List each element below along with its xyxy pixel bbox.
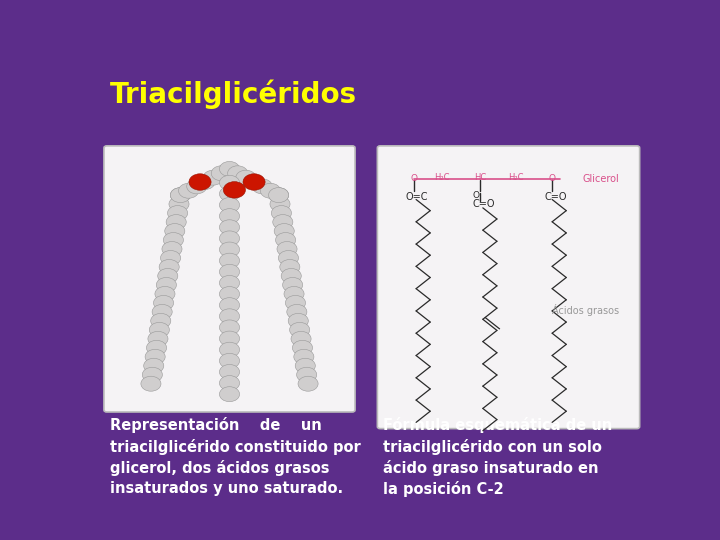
Text: O: O <box>549 174 556 183</box>
Circle shape <box>168 206 188 220</box>
Circle shape <box>285 295 305 310</box>
Circle shape <box>295 358 315 373</box>
Circle shape <box>145 349 165 364</box>
Circle shape <box>236 170 256 185</box>
Circle shape <box>284 286 304 301</box>
Circle shape <box>149 322 169 338</box>
Circle shape <box>220 320 240 335</box>
Circle shape <box>220 231 240 246</box>
Circle shape <box>220 242 240 257</box>
Circle shape <box>297 367 317 382</box>
Circle shape <box>220 298 240 313</box>
Text: Triacilglicéridos: Triacilglicéridos <box>109 79 356 109</box>
Circle shape <box>158 268 178 284</box>
Circle shape <box>179 183 199 198</box>
Circle shape <box>282 278 302 292</box>
Circle shape <box>220 387 240 402</box>
Circle shape <box>171 187 191 202</box>
FancyBboxPatch shape <box>104 146 355 412</box>
Circle shape <box>148 332 168 346</box>
Circle shape <box>186 179 207 194</box>
Text: C=O: C=O <box>544 192 567 202</box>
Circle shape <box>223 181 246 198</box>
Circle shape <box>220 253 240 268</box>
Circle shape <box>220 186 240 201</box>
Circle shape <box>287 305 307 319</box>
Circle shape <box>166 214 186 230</box>
Circle shape <box>189 174 211 190</box>
Circle shape <box>273 214 293 230</box>
Circle shape <box>274 224 294 239</box>
Text: H₂C: H₂C <box>508 173 524 182</box>
Circle shape <box>220 353 240 368</box>
Circle shape <box>220 275 240 291</box>
Circle shape <box>279 251 299 266</box>
Circle shape <box>220 364 240 380</box>
Circle shape <box>220 309 240 324</box>
Circle shape <box>220 376 240 390</box>
Circle shape <box>163 233 184 247</box>
Circle shape <box>195 174 215 190</box>
Circle shape <box>277 241 297 256</box>
Circle shape <box>280 260 300 274</box>
Circle shape <box>228 166 248 181</box>
Circle shape <box>165 224 185 239</box>
Text: Representación    de    un
triacilglicérido constituido por
glicerol, dos ácidos: Representación de un triacilglicérido co… <box>109 417 360 496</box>
Circle shape <box>220 342 240 357</box>
Text: Ácidos grasos: Ácidos grasos <box>552 303 619 315</box>
FancyBboxPatch shape <box>377 146 639 429</box>
Text: O: O <box>472 191 480 200</box>
Circle shape <box>282 268 301 284</box>
Circle shape <box>220 220 240 235</box>
Text: H₂C: H₂C <box>434 173 449 182</box>
Circle shape <box>152 305 172 319</box>
Text: O=C: O=C <box>406 192 428 202</box>
Circle shape <box>291 332 311 346</box>
Text: O: O <box>410 174 417 183</box>
Circle shape <box>270 197 290 212</box>
Circle shape <box>298 376 318 391</box>
Circle shape <box>288 313 308 328</box>
Circle shape <box>220 208 240 224</box>
Circle shape <box>271 206 292 220</box>
Circle shape <box>220 198 240 213</box>
Circle shape <box>156 278 176 292</box>
Text: HC: HC <box>474 173 487 182</box>
Circle shape <box>169 197 189 212</box>
Circle shape <box>269 187 289 202</box>
Circle shape <box>220 176 240 190</box>
Circle shape <box>211 166 231 181</box>
Circle shape <box>150 313 171 328</box>
Circle shape <box>243 174 265 190</box>
Circle shape <box>220 331 240 346</box>
Circle shape <box>276 233 296 247</box>
Circle shape <box>294 349 314 364</box>
Circle shape <box>146 340 166 355</box>
Circle shape <box>203 170 223 185</box>
Circle shape <box>261 183 281 198</box>
Circle shape <box>269 187 289 202</box>
Circle shape <box>159 260 179 274</box>
Circle shape <box>141 376 161 391</box>
Circle shape <box>220 264 240 279</box>
Circle shape <box>220 287 240 301</box>
Circle shape <box>171 187 191 202</box>
Circle shape <box>144 358 163 373</box>
Circle shape <box>289 322 310 338</box>
Circle shape <box>252 179 272 194</box>
Text: Fórmula esquemática de un
triacilglicérido con un solo
ácido graso insaturado en: Fórmula esquemática de un triacilglicéri… <box>383 417 612 497</box>
Text: C=O: C=O <box>472 199 495 209</box>
Circle shape <box>153 295 174 310</box>
Circle shape <box>155 286 175 301</box>
Circle shape <box>161 251 181 266</box>
Circle shape <box>292 340 312 355</box>
Circle shape <box>143 367 163 382</box>
Circle shape <box>220 161 240 177</box>
Text: Glicerol: Glicerol <box>582 173 619 184</box>
Circle shape <box>244 174 264 190</box>
Circle shape <box>162 241 182 256</box>
